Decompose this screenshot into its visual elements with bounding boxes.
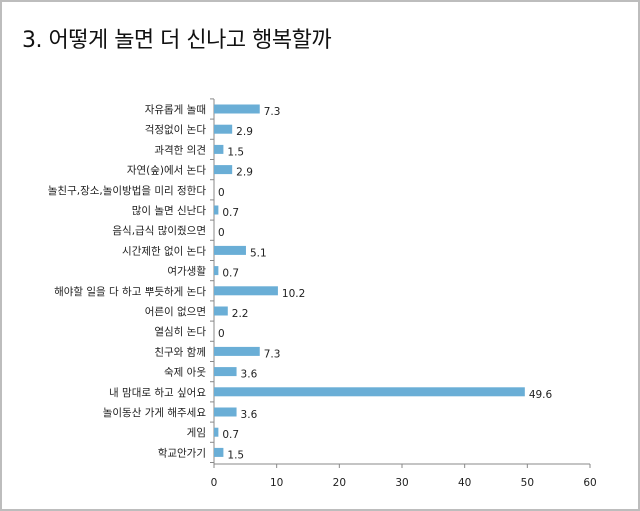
value-label: 0.7 xyxy=(222,207,239,219)
x-tick-label: 50 xyxy=(521,477,534,489)
bar xyxy=(214,165,233,175)
value-label: 0 xyxy=(218,187,225,199)
bar xyxy=(214,205,219,215)
value-label: 0.7 xyxy=(222,268,239,280)
bar xyxy=(214,104,260,114)
category-label: 학교안가기 xyxy=(158,447,206,459)
bar xyxy=(214,144,224,154)
value-label: 1.5 xyxy=(227,146,244,158)
x-tick-label: 30 xyxy=(395,477,408,489)
bar xyxy=(214,245,246,255)
bar xyxy=(214,286,278,296)
value-label: 3.6 xyxy=(241,369,258,381)
category-label: 자연(숲)에서 논다 xyxy=(127,165,206,177)
category-label: 내 맘대로 하고 싶어요 xyxy=(109,386,206,399)
category-label: 해야할 일을 다 하고 뿌듯하게 논다 xyxy=(54,285,206,298)
category-label: 과격한 의견 xyxy=(154,143,206,156)
value-label: 1.5 xyxy=(227,449,244,461)
page-title: 3. 어떻게 놀면 더 신나고 행복할까 xyxy=(22,28,332,53)
category-label: 시간제한 없이 논다 xyxy=(122,244,206,257)
bar xyxy=(214,346,260,356)
category-label: 게임 xyxy=(187,426,206,439)
value-label: 0.7 xyxy=(222,429,239,441)
bar xyxy=(214,124,233,134)
category-label: 자유롭게 놀때 xyxy=(145,104,206,116)
value-label: 49.6 xyxy=(529,389,553,401)
category-label: 여가생활 xyxy=(167,265,206,278)
x-tick-label: 0 xyxy=(211,477,218,489)
bar xyxy=(214,427,219,437)
x-tick-label: 10 xyxy=(270,477,283,489)
value-label: 7.3 xyxy=(264,106,281,118)
value-label: 2.9 xyxy=(236,167,253,179)
value-label: 10.2 xyxy=(282,288,305,300)
bar xyxy=(214,306,228,316)
category-label: 숙제 아웃 xyxy=(164,367,206,379)
category-label: 친구와 함께 xyxy=(154,346,206,358)
bar xyxy=(214,447,224,457)
category-label: 많이 놀면 신난다 xyxy=(132,205,207,217)
category-label: 어른이 없으면 xyxy=(145,305,206,318)
value-label: 5.1 xyxy=(250,247,267,259)
x-tick-label: 20 xyxy=(333,477,346,489)
value-label: 2.2 xyxy=(232,308,249,320)
category-label: 음식,급식 많이줬으면 xyxy=(112,224,206,237)
category-label: 놀이동산 가게 해주세요 xyxy=(103,406,207,419)
x-tick-label: 40 xyxy=(458,477,471,489)
value-label: 0 xyxy=(218,328,225,340)
bar xyxy=(214,266,219,276)
category-label: 놀친구,장소,놀이방법을 미리 정한다 xyxy=(48,185,207,197)
category-label: 열심히 논다 xyxy=(154,326,206,338)
bar xyxy=(214,387,525,397)
x-tick-label: 60 xyxy=(583,477,596,489)
value-label: 0 xyxy=(218,227,225,239)
category-label: 걱정없이 논다 xyxy=(145,123,207,136)
value-label: 3.6 xyxy=(241,409,258,421)
value-label: 2.9 xyxy=(236,126,253,138)
value-label: 7.3 xyxy=(264,348,281,360)
bar xyxy=(214,367,237,377)
bar xyxy=(214,407,237,417)
